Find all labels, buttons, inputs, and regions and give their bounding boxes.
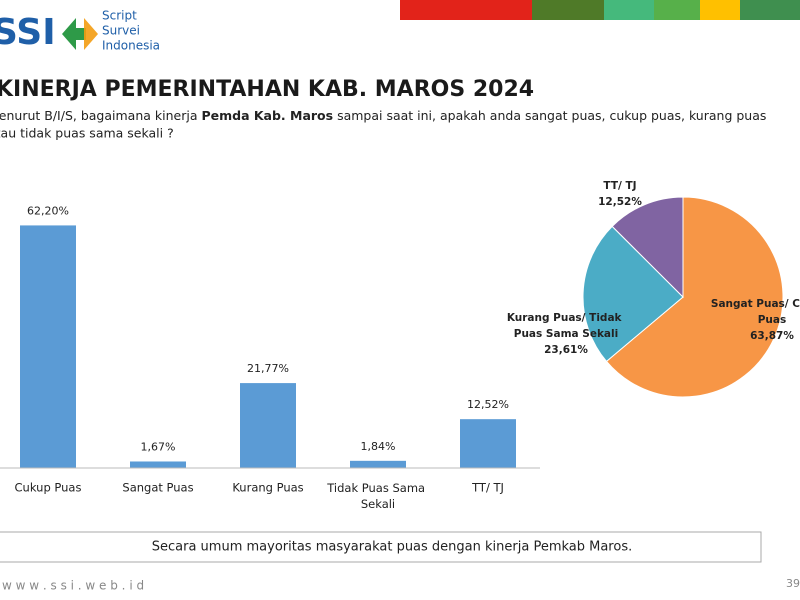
logo-text: Script bbox=[102, 9, 137, 23]
pie-slice bbox=[611, 196, 684, 299]
charts: 62,20% Cukup Puas 1,67% Sangat Puas 21,77% Ku… bbox=[0, 180, 800, 511]
logo-icon bbox=[62, 18, 98, 50]
question-part: sampai saat ini, apakah anda sangat puas… bbox=[333, 108, 766, 123]
pie-value-label: 63,87% bbox=[750, 330, 794, 342]
top-stripe bbox=[400, 0, 800, 20]
data-label: 62,20% bbox=[27, 204, 69, 217]
data-label: 12,52% bbox=[467, 398, 509, 411]
pie-slice bbox=[582, 225, 684, 363]
x-tick-label: Cukup Puas bbox=[15, 481, 82, 495]
question: atau tidak puas sama sekali ? bbox=[0, 126, 174, 141]
conclusion: Secara umum mayoritas masyarakat puas de… bbox=[152, 540, 632, 555]
x-tick-label: Tidak Puas Sama Sekali bbox=[326, 481, 429, 511]
question: Menurut B/I/S, bagaimana kinerja Pemda K… bbox=[0, 108, 766, 123]
page-number: 39 bbox=[786, 577, 800, 590]
pie-value-label: 12,52% bbox=[598, 196, 642, 208]
logo-text: Indonesia bbox=[102, 39, 160, 53]
data-label: 1,84% bbox=[361, 440, 396, 453]
data-label: 1,67% bbox=[141, 440, 176, 453]
pie-label: TT/ TJ bbox=[603, 180, 636, 192]
pie-label: Kurang Puas/ Tidak Puas Sama Sekali bbox=[507, 312, 625, 340]
slide-title: KINERJA PEMERINTAHAN KAB. MAROS 2024 bbox=[0, 77, 534, 102]
bar bbox=[240, 383, 296, 468]
logo-text: Survei bbox=[102, 24, 140, 38]
question-part: Menurut B/I/S, bagaimana kinerja bbox=[0, 108, 201, 123]
bar bbox=[350, 460, 406, 468]
conclusion-box bbox=[0, 531, 762, 563]
logo-mark: SSI bbox=[0, 12, 56, 53]
x-tick-label: TT/ TJ bbox=[471, 481, 504, 495]
pie-label: Sangat Puas/ Cukup Puas bbox=[711, 298, 800, 326]
bar bbox=[20, 225, 76, 468]
x-tick-label: Sangat Puas bbox=[122, 481, 193, 495]
x-tick-label: Kurang Puas bbox=[232, 481, 303, 495]
question-part: Pemda Kab. Maros bbox=[201, 108, 333, 123]
bar bbox=[130, 461, 186, 468]
pie-slice bbox=[605, 196, 784, 398]
pie-value-label: 23,61% bbox=[544, 344, 588, 356]
data-label: 21,77% bbox=[247, 362, 289, 375]
bar bbox=[460, 419, 516, 468]
website: w w w . s s i . w e b . i d bbox=[2, 579, 144, 593]
